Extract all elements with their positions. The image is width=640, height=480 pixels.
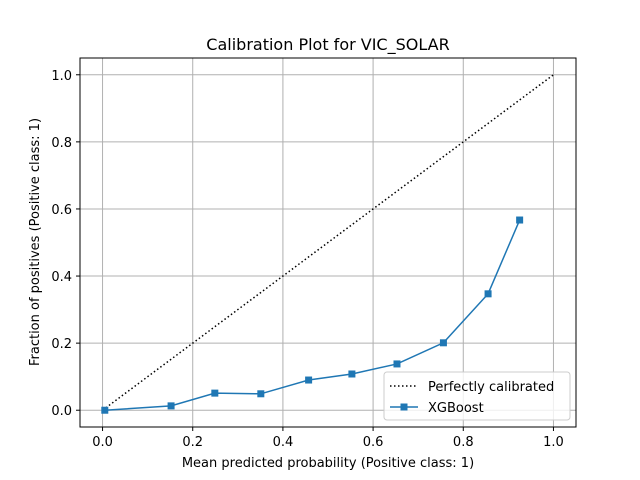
y-axis-label: Fraction of positives (Positive class: 1… [28, 118, 43, 366]
plot-area-frame [79, 57, 577, 428]
legend-box [383, 371, 571, 421]
xgboost-point [211, 389, 219, 397]
xgboost-series-line [104, 219, 521, 411]
x-tick-label: 0.2 [182, 435, 203, 450]
grid [80, 58, 576, 427]
x-tick-label: 0.8 [453, 435, 474, 450]
xgboost-point [101, 406, 109, 414]
axis-ticks: 0.0 0.2 0.4 0.6 0.8 1.0 0.0 0.2 0.4 0.6 0.8 1.0 [51, 69, 563, 450]
y-tick-label: 1.0 [51, 69, 72, 84]
y-tick-label: 0.2 [51, 337, 72, 352]
legend-xgboost-marker [400, 403, 408, 411]
xgboost-point [439, 339, 447, 347]
y-tick-label: 0.6 [51, 203, 72, 218]
xgboost-point [516, 216, 524, 224]
x-tick-label: 0.6 [363, 435, 384, 450]
xgboost-point [348, 370, 356, 378]
x-axis-label: Mean predicted probability (Positive cla… [182, 456, 474, 471]
chart-title: Calibration Plot for VIC_SOLAR [206, 35, 449, 55]
legend-xgboost-label: XGBoost [428, 401, 484, 416]
y-tick-label: 0.0 [51, 404, 72, 419]
x-tick-label: 0.0 [92, 435, 113, 450]
xgboost-point [305, 376, 313, 384]
perfectly-calibrated-series-line [102, 74, 554, 411]
y-tick-label: 0.8 [51, 136, 72, 151]
x-tick-label: 0.4 [273, 435, 294, 450]
series-layer [101, 74, 554, 414]
xgboost-point [393, 360, 401, 368]
x-tick-label: 1.0 [543, 435, 564, 450]
legend-perfect-label: Perfectly calibrated [428, 380, 554, 395]
xgboost-point [484, 290, 492, 298]
xgboost-point [167, 402, 175, 410]
legend: Perfectly calibrated XGBoost [383, 371, 571, 421]
y-tick-label: 0.4 [51, 270, 72, 285]
xgboost-point [257, 390, 265, 398]
